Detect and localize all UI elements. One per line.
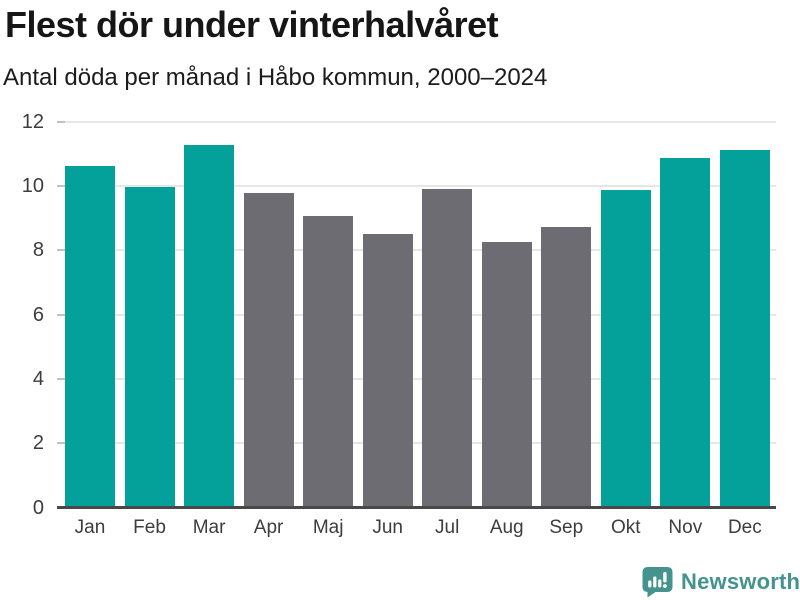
gridline (57, 120, 776, 123)
bar-chart: 0 2 4 6 8 10 12 Jan Feb Mar Apr Maj Jun Jul Aug Sep Okt… (21, 0, 776, 539)
y-axis-tick-label: 0 (32, 496, 44, 519)
bar-dec (719, 149, 770, 507)
newsworthy-logo-icon (642, 567, 673, 598)
bar-jul (422, 188, 473, 507)
y-tick-mark (57, 377, 65, 380)
gridline (57, 184, 776, 187)
x-axis-labels: Jan Feb Mar Apr Maj Jun Jul Aug Sep Okt Nov Dec (65, 517, 770, 539)
x-axis-label-sep: Sep (549, 517, 584, 538)
x-axis-label-feb: Feb (133, 517, 166, 538)
bar-maj (303, 215, 354, 507)
bar-jun (362, 233, 413, 507)
x-axis-label-dec: Dec (727, 517, 762, 538)
bar-nov (660, 158, 711, 507)
y-axis-tick-label: 2 (32, 432, 44, 455)
bar-sep (541, 227, 592, 507)
bar-feb (124, 186, 175, 507)
y-tick-mark (57, 249, 65, 252)
y-axis-tick-label: 4 (32, 367, 44, 390)
gridline (57, 377, 776, 380)
y-axis-tick-label: 6 (32, 303, 44, 326)
y-tick-mark (57, 120, 65, 123)
x-axis-label-apr: Apr (253, 517, 284, 538)
gridline (57, 249, 776, 252)
x-axis-label-mar: Mar (192, 517, 226, 538)
x-axis-label-jun: Jun (372, 517, 403, 538)
brand-name: Newsworthy (681, 569, 800, 594)
x-axis-label-maj: Maj (312, 517, 344, 538)
bar-mar (184, 145, 235, 507)
chart-title: Flest dör under vinterhalvåret (5, 4, 499, 45)
x-axis-label-jul: Jul (435, 517, 460, 538)
x-axis-label-jan: Jan (74, 517, 106, 538)
x-axis-label-aug: Aug (489, 517, 524, 538)
brand-footer: Newsworthy (640, 566, 800, 598)
bar-okt (600, 190, 651, 507)
y-axis-tick-label: 12 (21, 110, 44, 133)
x-axis-label-okt: Okt (611, 517, 641, 538)
y-axis-tick-label: 8 (32, 239, 44, 262)
y-tick-mark (57, 313, 65, 316)
bar-aug (481, 241, 532, 507)
bars-layer (65, 0, 770, 507)
chart-subtitle: Antal döda per månad i Håbo kommun, 2000… (3, 64, 548, 91)
y-tick-mark (57, 184, 65, 187)
bar-jan (65, 166, 115, 507)
x-axis-line (57, 506, 776, 509)
y-tick-mark (57, 442, 65, 445)
gridline (57, 442, 776, 445)
gridline (57, 313, 776, 316)
x-axis-label-nov: Nov (668, 517, 703, 538)
y-axis-tick-label: 10 (21, 174, 44, 197)
bar-apr (243, 193, 294, 507)
